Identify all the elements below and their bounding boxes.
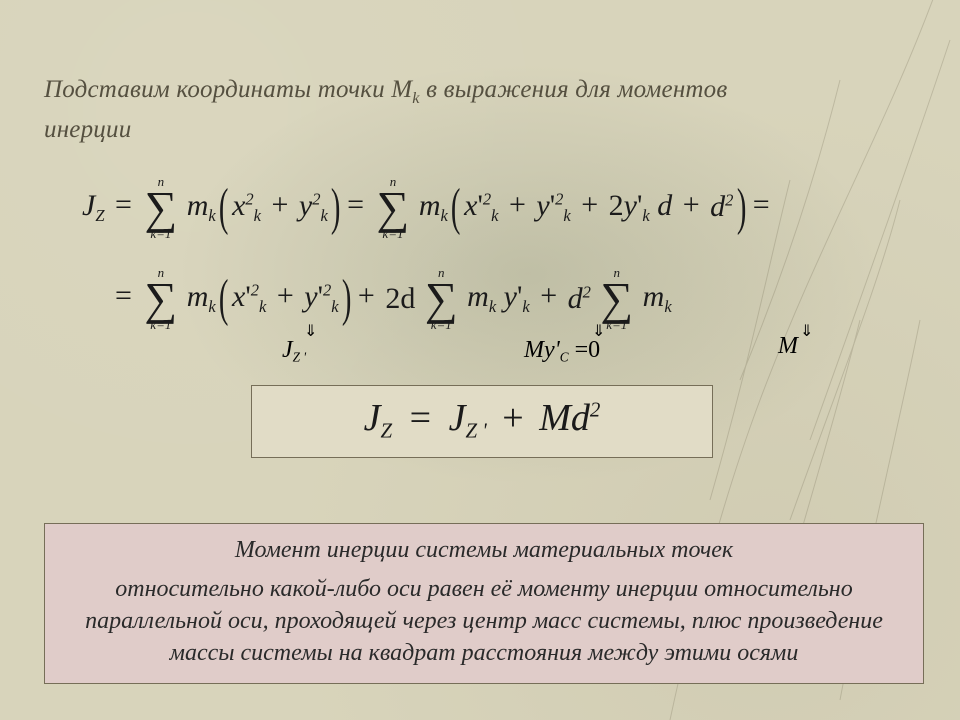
lead-point-M: M (391, 76, 412, 103)
m: m (419, 189, 441, 222)
plus: + (268, 188, 291, 221)
plus: + (355, 279, 378, 312)
m: m (643, 280, 665, 313)
theorem-body: относительно какой-либо оси равен её мом… (67, 573, 901, 669)
theorem-box: Момент инерции системы материальных точе… (44, 523, 924, 684)
theorem-title: Момент инерции системы материальных точе… (67, 534, 901, 566)
plus: + (680, 188, 703, 221)
plus: + (274, 279, 297, 312)
result-sup2: 2 (590, 398, 600, 422)
down-arrow-icon: ⇓ (800, 321, 813, 341)
x: x (464, 189, 477, 222)
eq-sign: = (750, 188, 773, 221)
result-J2: J (449, 397, 466, 439)
sup2: 2 (725, 191, 733, 210)
sub-k: k (259, 297, 266, 316)
jz-J: J (82, 189, 95, 222)
underlabels: ⇓ JZ ' ⇓ My'C =0 ⇓ M (44, 327, 920, 377)
label-myc: My'C =0 (524, 337, 600, 366)
m: m (187, 280, 209, 313)
sup2: 2 (583, 282, 591, 301)
sub-k: k (441, 206, 448, 225)
sub-k: k (320, 206, 327, 225)
sub-k: k (489, 297, 496, 316)
y: y (504, 280, 517, 313)
sigma-2: n ∑ k=1 (377, 175, 410, 240)
sup2: 2 (245, 189, 253, 208)
x: x (232, 280, 245, 313)
y: y (299, 189, 312, 222)
x: x (232, 189, 245, 222)
sup2: 2 (251, 280, 259, 299)
m: m (187, 189, 209, 222)
plus: + (537, 279, 560, 312)
lead-point-sub: k (412, 89, 419, 107)
sub-k: k (642, 206, 649, 225)
label-M: M (778, 333, 798, 360)
sub-k: k (522, 297, 529, 316)
label-jz-prime: JZ ' (282, 337, 306, 366)
lead-paragraph: Подставим координаты точки Mk в выражени… (44, 71, 920, 150)
d: d (710, 190, 725, 223)
eq-sign: = (344, 188, 367, 221)
m: m (467, 280, 489, 313)
lead-line1-prefix: Подставим координаты точки (44, 76, 391, 103)
eq-sign: = (112, 279, 135, 312)
sub-k: k (491, 206, 498, 225)
equation-row-1: JZ = n ∑ k=1 mk ( x2k + y2k ) = n ∑ k=1 … (44, 175, 920, 240)
lead-line2: инерции (44, 116, 131, 143)
sub-k: k (664, 297, 671, 316)
sub-k: k (563, 206, 570, 225)
sigma-1: n ∑ k=1 (144, 175, 177, 240)
d: d (568, 282, 583, 315)
plus: + (578, 188, 601, 221)
sub-k: k (208, 206, 215, 225)
plus: + (496, 397, 529, 439)
coeff-2d: 2d (385, 282, 415, 316)
eq-sign: = (402, 397, 439, 439)
sub-k: k (254, 206, 261, 225)
result-subZp: Z ' (465, 418, 486, 442)
plus: + (506, 188, 529, 221)
result-subZ: Z (381, 418, 393, 442)
y: y (304, 280, 317, 313)
sup2: 2 (483, 189, 491, 208)
sigma-3: n ∑ k=1 (144, 266, 177, 331)
equation-row-2: = n ∑ k=1 mk ( x'2k + y'2k ) + 2d n ∑ k=… (44, 266, 920, 331)
sigma-4: n ∑ k=1 (425, 266, 458, 331)
lead-line1-suffix: в выражения для моментов (420, 76, 728, 103)
eq-sign: = (112, 188, 135, 221)
jz-sub: Z (95, 206, 104, 225)
sub-k: k (331, 297, 338, 316)
sub-k: k (208, 297, 215, 316)
y: y (624, 189, 637, 222)
result-formula-box: JZ = JZ ' + Md2 (251, 385, 713, 458)
y: y (536, 189, 549, 222)
result-J: J (364, 397, 381, 439)
d: d (657, 189, 672, 222)
result-Md: Md (539, 397, 590, 439)
